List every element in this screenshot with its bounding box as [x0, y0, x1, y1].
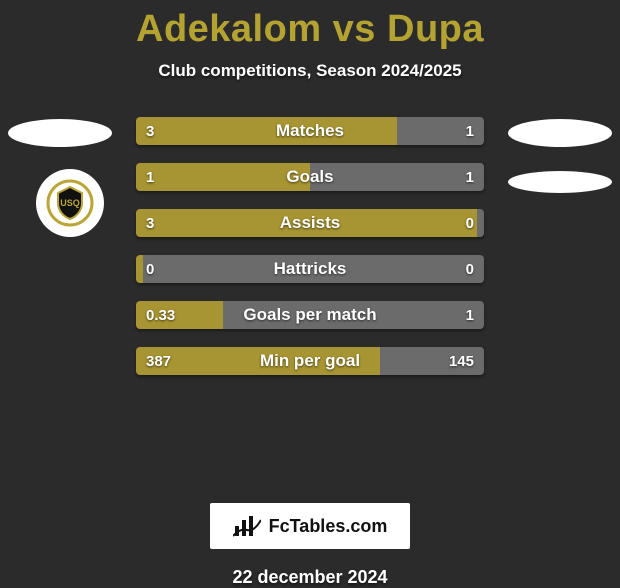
stat-bar-left — [136, 301, 223, 329]
stat-bar-left — [136, 117, 397, 145]
stat-bar-left — [136, 347, 380, 375]
stat-bar-right — [223, 301, 484, 329]
left-team-badge: USQ — [36, 169, 104, 237]
left-team-ellipse-top — [8, 119, 112, 147]
stat-bar-left — [136, 163, 310, 191]
stat-row: Goals per match0.331 — [136, 301, 484, 329]
svg-text:USQ: USQ — [60, 198, 80, 208]
comparison-stage: USQ Matches31 Goals11 Assists30 Hattricks00… — [0, 99, 620, 499]
stat-row: Min per goal387145 — [136, 347, 484, 375]
stat-bar-right — [397, 117, 484, 145]
subtitle: Club competitions, Season 2024/2025 — [0, 61, 620, 81]
right-team-ellipse-top — [508, 119, 612, 147]
stat-bar-left — [136, 209, 477, 237]
stat-bar-left — [136, 255, 143, 283]
stat-row: Goals11 — [136, 163, 484, 191]
right-team-ellipse-mid — [508, 171, 612, 193]
stat-row: Hattricks00 — [136, 255, 484, 283]
stat-bar-right — [380, 347, 484, 375]
page-title: Adekalom vs Dupa — [0, 8, 620, 51]
shield-icon: USQ — [46, 179, 94, 227]
stat-bar-right — [477, 209, 484, 237]
stat-row: Assists30 — [136, 209, 484, 237]
watermark-text: FcTables.com — [269, 516, 388, 537]
bar-chart-icon — [233, 514, 261, 538]
stat-bars-container: Matches31 Goals11 Assists30 Hattricks00 Goal… — [136, 117, 484, 393]
stat-row: Matches31 — [136, 117, 484, 145]
watermark: FcTables.com — [210, 503, 410, 549]
stat-bar-right — [310, 163, 484, 191]
stat-bar-right — [143, 255, 484, 283]
date-label: 22 december 2024 — [0, 567, 620, 588]
